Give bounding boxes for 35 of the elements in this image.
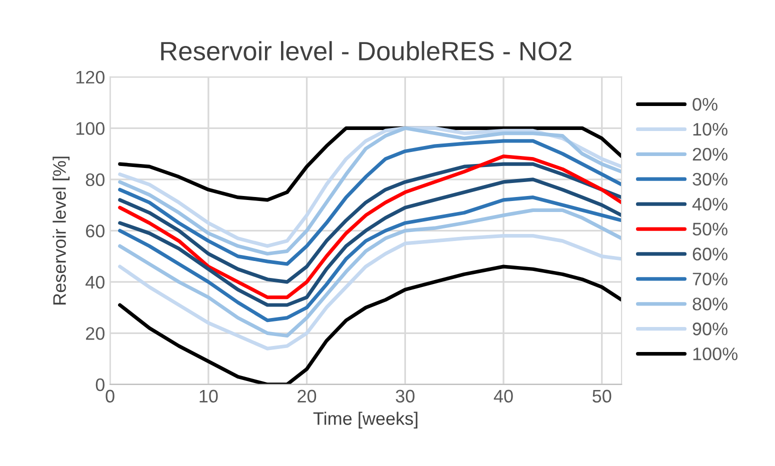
x-tick-label: 20 (298, 390, 316, 403)
line-series (118, 196, 622, 322)
legend-label: 40% (692, 198, 728, 211)
line-series (118, 154, 622, 300)
line-series (118, 208, 622, 338)
legend-label: 50% (692, 222, 728, 236)
legend-label: 0% (692, 98, 718, 111)
y-tick-label: 100 (76, 122, 104, 135)
y-tick-label: 80 (86, 173, 104, 186)
x-axis-title: Time [weeks] (313, 412, 418, 429)
y-axis-title: Reservoir level [%] (52, 156, 70, 304)
line-series (118, 139, 622, 266)
x-tick-label: 50 (592, 390, 612, 403)
y-tick-label: 120 (76, 70, 104, 84)
line-series (118, 234, 622, 350)
x-tick-label: 10 (200, 390, 218, 403)
y-tick-label: 0 (96, 378, 104, 392)
legend-label: 80% (692, 298, 728, 310)
y-tick-label: 60 (86, 224, 104, 238)
x-tick-label: 40 (494, 390, 513, 403)
legend-label: 60% (692, 248, 728, 260)
legend-label: 10% (693, 122, 728, 136)
line-series (118, 162, 622, 284)
legend-label: 70% (692, 272, 728, 286)
legend-label: 20% (692, 148, 728, 161)
x-tick-label: 0 (106, 390, 114, 403)
y-tick-label: 20 (86, 327, 104, 340)
legend-label: 100% (693, 348, 738, 360)
legend-label: 90% (692, 322, 728, 336)
chart-title: Reservoir level - DoubleRES - NO2 (161, 41, 572, 60)
x-tick-label: 30 (396, 390, 414, 403)
y-tick-label: 40 (86, 276, 104, 289)
legend-label: 30% (692, 172, 728, 186)
line-series (118, 178, 622, 307)
line-series (118, 264, 622, 384)
